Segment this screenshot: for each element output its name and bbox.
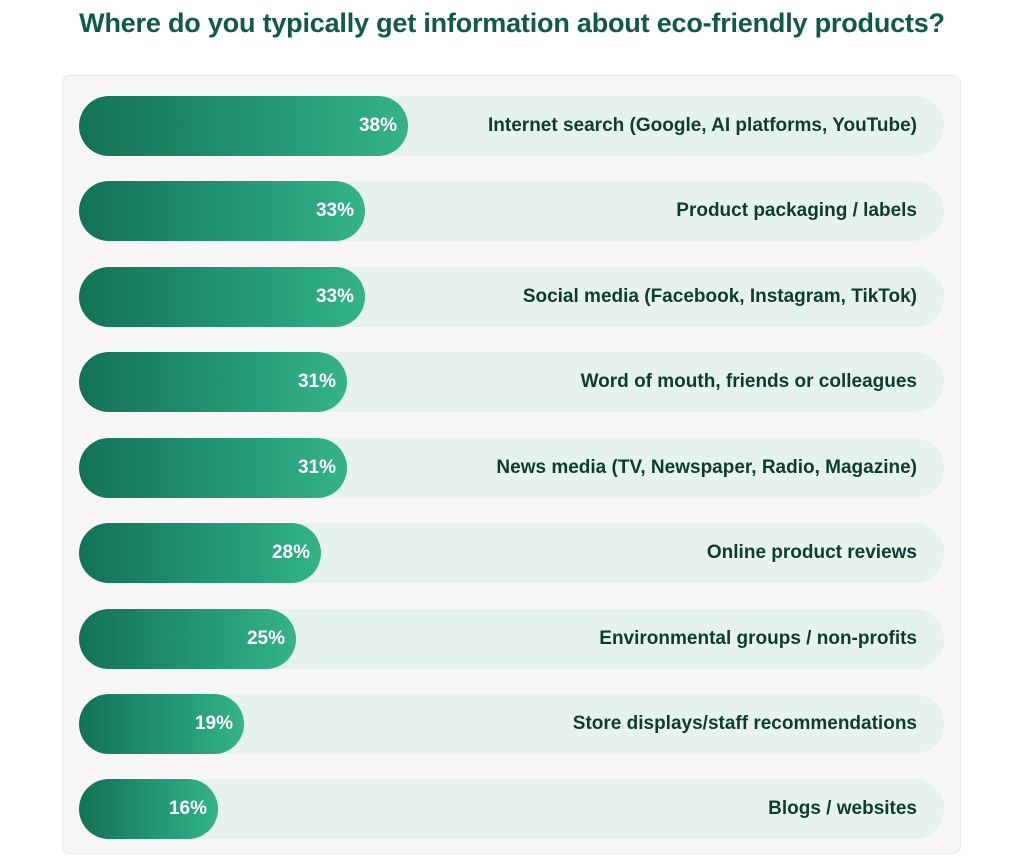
bar bbox=[79, 523, 321, 583]
bar-track bbox=[79, 779, 944, 839]
bar bbox=[79, 438, 347, 498]
bar-row: 33% Social media (Facebook, Instagram, Ti… bbox=[79, 267, 944, 327]
bar bbox=[79, 267, 365, 327]
bar-row: 25% Environmental groups / non-profits bbox=[79, 609, 944, 669]
bar-value-label: 31% bbox=[297, 371, 336, 392]
bar-row: 19% Store displays/staff recommendations bbox=[79, 694, 944, 754]
bar bbox=[79, 694, 244, 754]
bar bbox=[79, 352, 347, 412]
bar-value-label: 33% bbox=[315, 286, 354, 307]
bar-value-label: 25% bbox=[246, 628, 285, 649]
bar-value-label: 31% bbox=[297, 457, 336, 478]
bar-value-label: 33% bbox=[315, 200, 354, 221]
bar-value-label: 38% bbox=[358, 115, 397, 136]
bar-value-label: 16% bbox=[168, 798, 207, 819]
category-label: Online product reviews bbox=[706, 542, 917, 563]
category-label: News media (TV, Newspaper, Radio, Magazi… bbox=[496, 457, 917, 478]
category-label: Social media (Facebook, Instagram, TikTo… bbox=[522, 286, 917, 307]
category-label: Word of mouth, friends or colleagues bbox=[580, 371, 917, 392]
bar bbox=[79, 181, 365, 241]
bar-row: 28% Online product reviews bbox=[79, 523, 944, 583]
chart-title: Where do you typically get information a… bbox=[79, 8, 945, 38]
category-label: Blogs / websites bbox=[768, 798, 917, 819]
bar-row: 31% Word of mouth, friends or colleagues bbox=[79, 352, 944, 412]
bar bbox=[79, 96, 408, 156]
category-label: Internet search (Google, AI platforms, Y… bbox=[488, 115, 917, 136]
bar bbox=[79, 779, 218, 839]
bar-value-label: 19% bbox=[194, 713, 233, 734]
category-label: Environmental groups / non-profits bbox=[599, 628, 917, 649]
bar-value-label: 28% bbox=[271, 542, 310, 563]
bar-row: 31% News media (TV, Newspaper, Radio, Mag… bbox=[79, 438, 944, 498]
bar-row: 33% Product packaging / labels bbox=[79, 181, 944, 241]
category-label: Product packaging / labels bbox=[676, 200, 917, 221]
category-label: Store displays/staff recommendations bbox=[572, 713, 917, 734]
bar bbox=[79, 609, 296, 669]
bar-row: 38% Internet search (Google, AI platforms… bbox=[79, 96, 944, 156]
bar-row: 16% Blogs / websites bbox=[79, 779, 944, 839]
